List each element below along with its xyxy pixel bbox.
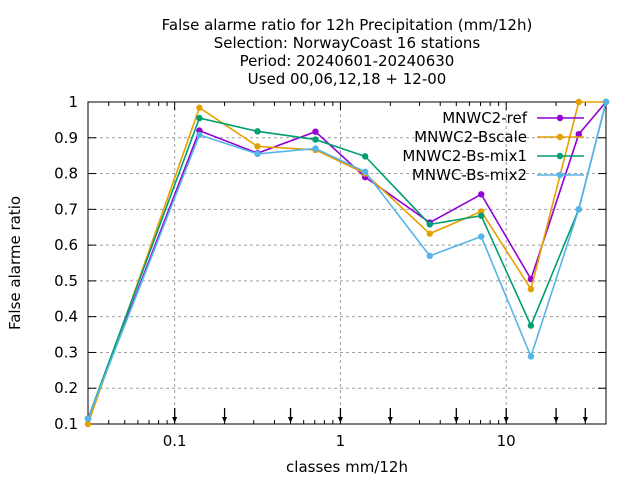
data-point [254,143,261,150]
data-point [556,171,564,179]
data-point [575,206,582,213]
data-point [312,145,319,152]
data-point [556,114,564,122]
y-tick-label: 0.3 [54,343,78,361]
y-tick-label: 0.2 [54,379,78,397]
threshold-arrow-head [582,417,588,423]
data-point [361,168,369,175]
data-point [527,353,535,360]
x-tick-label: 1 [336,432,346,450]
title-line: Selection: NorwayCoast 16 stations [214,34,481,52]
data-point [254,128,261,135]
data-point [602,98,610,106]
y-tick-label: 0.7 [54,200,78,218]
legend-label: MNWC2-Bs-mix1 [402,147,527,165]
series-mnwc2-bscale [84,98,610,428]
threshold-arrow-head [387,417,393,423]
title-line: Used 00,06,12,18 + 12-00 [248,70,447,88]
data-point [575,98,582,106]
x-tick-label: 10 [497,432,516,450]
threshold-arrow-head [337,417,343,423]
y-tick-label: 0.4 [54,308,78,326]
legend: MNWC2-refMNWC2-BscaleMNWC2-Bs-mix1MNWC-B… [402,109,584,184]
data-point [196,114,203,122]
data-point [426,252,433,260]
threshold-arrow-head [453,417,459,423]
y-axis-label: False alarme ratio [6,196,24,330]
data-point [426,221,433,228]
data-point [478,233,485,240]
threshold-arrow-head [503,417,509,423]
y-tick-label: 0.1 [54,415,78,433]
threshold-arrow-head [172,417,178,423]
data-point [84,420,92,428]
y-tick-label: 0.6 [54,236,78,254]
data-point [556,133,564,141]
data-point [527,322,535,329]
y-tick-label: 0.5 [54,272,78,290]
plot-frame [87,101,607,425]
grid-lines [88,102,606,424]
series-line [87,101,607,419]
legend-label: MNWC2-Bscale [414,128,527,146]
x-axis-label: classes mm/12h [286,458,408,476]
data-point [575,131,582,138]
series-line [87,101,607,419]
series-mnwc2-ref [84,98,610,422]
data-point [478,212,485,219]
threshold-arrow-head [553,417,559,423]
data-point [254,150,261,158]
series-mnwc-bs-mix2 [84,98,610,422]
series-mnwc2-bs-mix1 [84,98,610,422]
y-tick-label: 0.8 [54,165,78,183]
data-point [361,153,369,160]
class-threshold-arrows [172,408,588,423]
legend-label: MNWC-Bs-mix2 [412,166,527,184]
data-point [196,104,203,111]
data-point [312,136,319,143]
x-tick-label: 0.1 [163,432,187,450]
data-point [312,128,319,135]
y-tick-label: 0.9 [54,129,78,147]
y-tick-label: 1 [68,93,78,111]
threshold-arrow-head [222,417,228,423]
data-point [196,131,203,139]
title-line: Period: 20240601-20240630 [240,52,455,70]
series-lines [84,98,610,428]
data-point [478,191,485,198]
threshold-arrow-head [288,417,294,423]
data-point [527,285,535,293]
legend-label: MNWC2-ref [442,109,527,127]
y-axis-ticks: 0.1 0.2 0.3 0.4 0.5 0.6 0.7 0.8 0.9 1 [54,93,606,433]
title-line: False alarme ratio for 12h Precipitation… [162,16,533,34]
data-point [84,415,92,422]
data-point [426,230,433,237]
chart-title: False alarme ratio for 12h Precipitation… [162,16,533,88]
series-line [87,101,607,419]
data-point [556,152,564,160]
series-line [87,101,606,425]
